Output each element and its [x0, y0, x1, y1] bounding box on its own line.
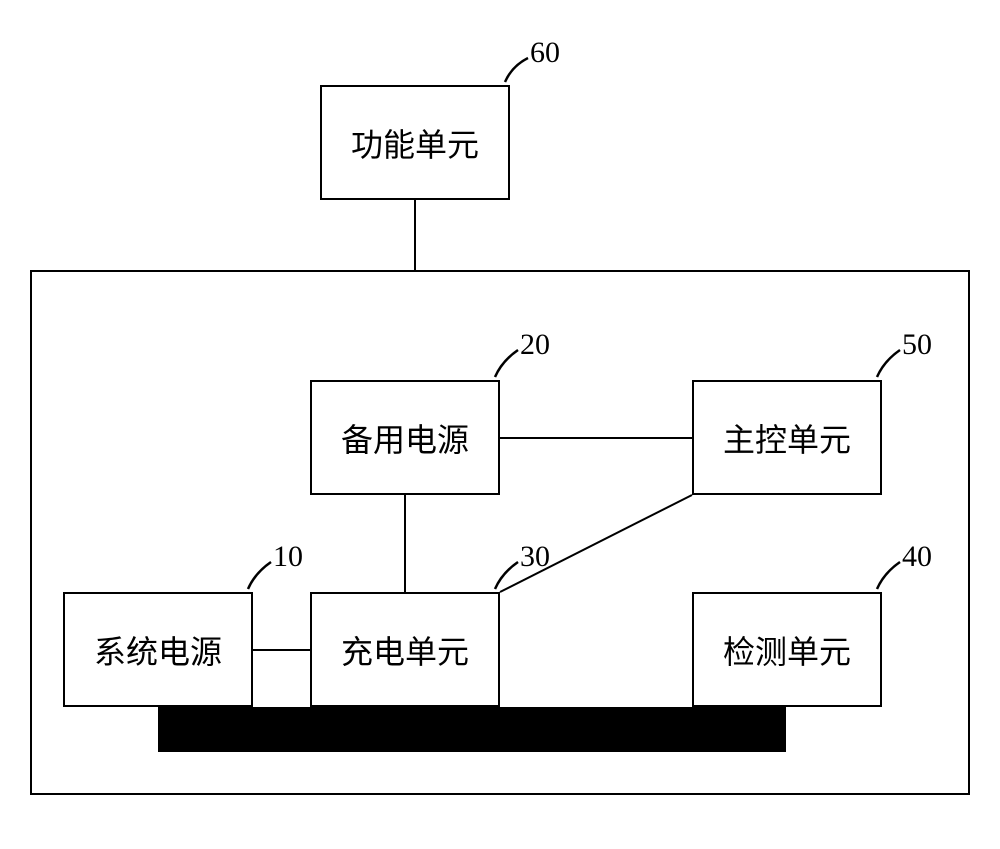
ref-30: 30 — [520, 540, 550, 574]
ref-60: 60 — [530, 36, 560, 70]
node-backup-power: 备用电源 — [310, 380, 500, 495]
ref-arc-60 — [505, 58, 528, 82]
node-system-power-label: 系统电源 — [94, 627, 222, 673]
node-main-control-unit: 主控单元 — [692, 380, 882, 495]
node-charging-unit-label: 充电单元 — [341, 627, 469, 673]
diagram-canvas: 功能单元 60 备用电源 20 主控单元 50 系统电源 10 充电单元 30 … — [0, 0, 1000, 849]
container-box — [30, 270, 970, 795]
node-function-unit: 功能单元 — [320, 85, 510, 200]
node-backup-power-label: 备用电源 — [341, 415, 469, 461]
node-system-power: 系统电源 — [63, 592, 253, 707]
ref-10: 10 — [273, 540, 303, 574]
ref-50: 50 — [902, 328, 932, 362]
node-charging-unit: 充电单元 — [310, 592, 500, 707]
node-function-unit-label: 功能单元 — [351, 120, 479, 166]
ref-20: 20 — [520, 328, 550, 362]
node-detection-unit-label: 检测单元 — [723, 627, 851, 673]
ref-40: 40 — [902, 540, 932, 574]
node-detection-unit: 检测单元 — [692, 592, 882, 707]
node-main-control-unit-label: 主控单元 — [723, 415, 851, 461]
